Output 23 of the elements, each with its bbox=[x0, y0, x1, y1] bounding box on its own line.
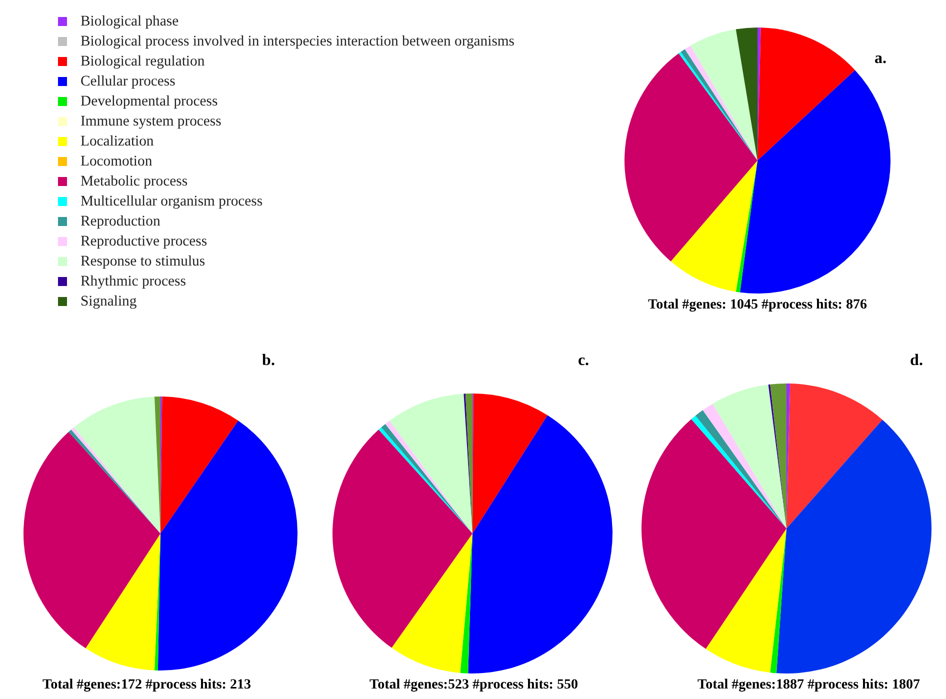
legend-label: Developmental process bbox=[80, 94, 218, 110]
text: Total #genes:523 #process hits: 550 bbox=[370, 678, 578, 692]
legend-label: Localization bbox=[80, 134, 154, 150]
text: Total #genes: 1045 #process hits: 876 bbox=[648, 298, 867, 312]
text: a. bbox=[874, 50, 886, 67]
legend-label: Reproduction bbox=[80, 214, 161, 230]
chart-title: d. bbox=[910, 352, 923, 369]
legend-label: Signaling bbox=[80, 294, 138, 310]
legend-label: Biological phase bbox=[80, 14, 179, 30]
legend-label: Cellular process bbox=[80, 74, 176, 90]
legend-label: Immune system process bbox=[80, 114, 222, 130]
text: Total #genes:172 #process hits: 213 bbox=[42, 678, 251, 692]
legend-label: Locomotion bbox=[80, 154, 153, 170]
legend-label: Multicellular organism process bbox=[80, 194, 263, 210]
legend-label: Biological process involved in interspecies interaction between organisms bbox=[80, 34, 515, 50]
legend-label: Rhythmic process bbox=[80, 274, 186, 290]
legend-label: Reproductive process bbox=[80, 234, 208, 250]
text: Total #genes:1887 #process hits: 1807 bbox=[698, 678, 920, 692]
legend-label: Response to stimulus bbox=[80, 254, 206, 270]
legend-label: Biological regulation bbox=[80, 54, 206, 70]
chart-title: c. bbox=[578, 352, 590, 369]
legend-label: Metabolic process bbox=[80, 174, 188, 190]
chart-title: b. bbox=[262, 352, 275, 369]
